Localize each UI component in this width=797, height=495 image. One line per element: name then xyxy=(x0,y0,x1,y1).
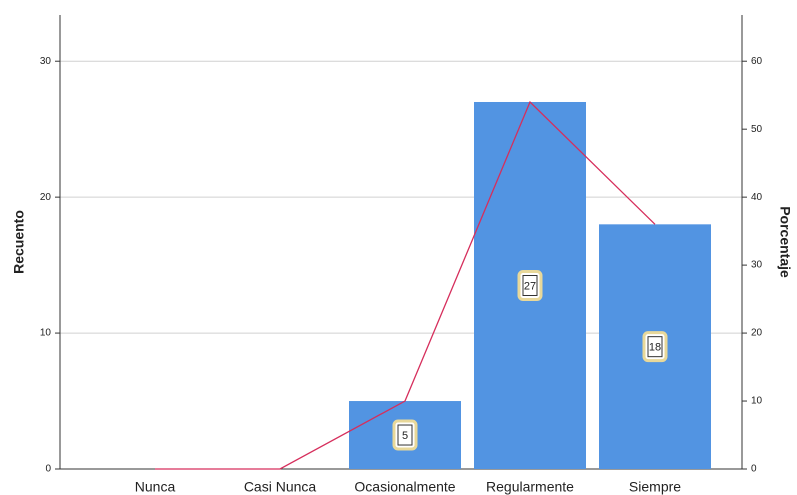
y2-tick-label: 40 xyxy=(751,192,763,203)
y-tick-label: 0 xyxy=(45,464,51,475)
data-label: 5 xyxy=(402,430,408,442)
x-tick-label: Siempre xyxy=(629,479,681,495)
data-label-inner xyxy=(647,336,663,358)
y2-tick-label: 30 xyxy=(751,260,763,271)
x-tick-label: Casi Nunca xyxy=(244,479,317,495)
y2-tick-label: 60 xyxy=(751,56,763,67)
x-tick-label: Regularmente xyxy=(486,479,574,495)
y-tick-label: 20 xyxy=(40,192,52,203)
x-tick-label: Nunca xyxy=(135,479,176,495)
data-label: 27 xyxy=(524,280,536,292)
y2-tick-label: 50 xyxy=(751,124,763,135)
y2-axis-label: Porcentaje xyxy=(777,206,793,278)
y2-tick-label: 0 xyxy=(751,464,757,475)
data-label-inner xyxy=(397,424,413,446)
y2-tick-label: 20 xyxy=(751,328,763,339)
y-axis-label: Recuento xyxy=(11,210,27,274)
y-tick-label: 30 xyxy=(40,56,52,67)
x-tick-label: Ocasionalmente xyxy=(354,479,455,495)
y-tick-label: 10 xyxy=(40,328,52,339)
line xyxy=(155,100,656,470)
data-label-inner xyxy=(522,274,538,296)
y2-tick-label: 10 xyxy=(751,396,763,407)
data-label: 18 xyxy=(649,342,661,354)
